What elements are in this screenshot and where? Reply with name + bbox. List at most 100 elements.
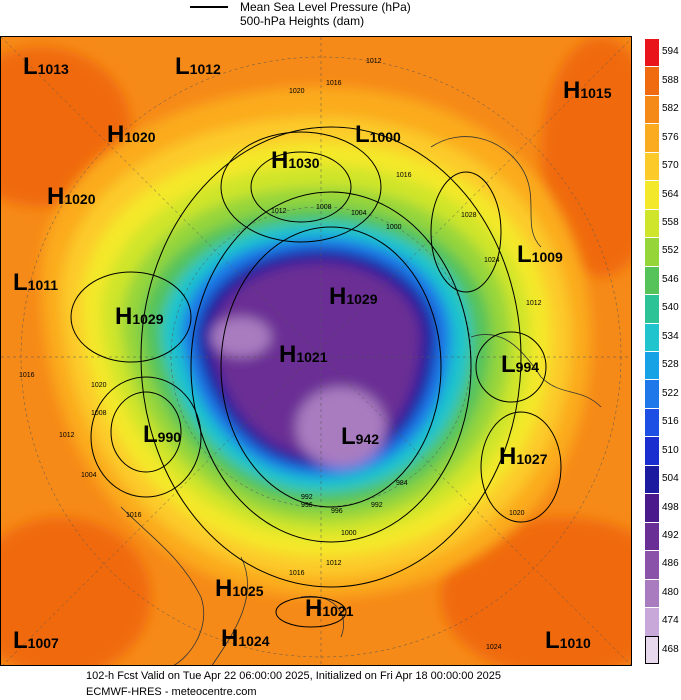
isobar-label: 1020 — [509, 510, 525, 517]
colorbar-level-label: 576 — [662, 131, 679, 143]
isobar-1 — [250, 151, 352, 223]
colorbar-cell — [645, 322, 659, 351]
centre-type: L — [501, 351, 516, 378]
pressure-centre-high: H1029 — [115, 305, 164, 331]
colorbar-cell — [645, 635, 659, 664]
isobar-label: 1024 — [484, 257, 500, 264]
isobar-label: 1016 — [326, 80, 342, 87]
centre-type: H — [305, 595, 323, 622]
isobar-label: 992 — [301, 494, 313, 501]
height-field-588-ne — [541, 37, 631, 277]
forecast-valid-text: 102-h Fcst Valid on Tue Apr 22 06:00:00 … — [86, 670, 502, 682]
pressure-centre-high: H1024 — [221, 627, 270, 653]
height-field-588-se — [441, 517, 631, 665]
pressure-centre-high: H1025 — [215, 577, 264, 603]
colorbar-level-label: 540 — [662, 302, 679, 314]
centre-value: 1013 — [37, 61, 69, 77]
legend-heights-label: 500-hPa Heights (dam) — [240, 14, 365, 28]
isobar-label: 1008 — [91, 410, 107, 417]
isobar-4 — [90, 376, 202, 498]
pressure-centre-low: L1011 — [13, 271, 58, 297]
centre-value: 1020 — [124, 129, 156, 145]
centre-value: 1009 — [531, 249, 563, 265]
isobar-labels: 1012 1016 1020 1016 1012 1008 1004 1000 … — [19, 58, 542, 651]
centre-type: H — [221, 625, 239, 652]
isobar-label: 1012 — [526, 300, 542, 307]
band-480 — [296, 387, 386, 467]
centre-value: 1010 — [559, 635, 591, 651]
isobar-8 — [70, 271, 192, 363]
pressure-centre-low: L942 — [341, 425, 379, 451]
centre-value: 1021 — [296, 349, 328, 365]
legend-line-swatch — [190, 6, 228, 8]
colorbar-level-label: 594 — [662, 46, 679, 58]
colorbar-cell — [645, 493, 659, 522]
centre-type: H — [279, 341, 297, 368]
isobar-label: 1000 — [341, 530, 357, 537]
centre-value: 1024 — [238, 633, 270, 649]
centre-value: 1015 — [580, 85, 612, 101]
pressure-centre-low: L1007 — [13, 629, 59, 655]
colorbar-cell — [645, 578, 659, 608]
coastline-3 — [430, 136, 542, 248]
pressure-centre-low: L1009 — [517, 243, 563, 269]
colorbar-level-label: 468 — [662, 643, 679, 655]
isobar-label: 1004 — [81, 472, 97, 479]
legend-mslp-label: Mean Sea Level Pressure (hPa) — [240, 0, 411, 14]
colorbar-cell — [645, 351, 659, 380]
colorbar-level-label: 522 — [662, 387, 679, 399]
isobar-label: 1016 — [289, 570, 305, 577]
centre-type: H — [215, 575, 233, 602]
isobar-label: 1020 — [91, 382, 107, 389]
colorbar-cell — [645, 550, 659, 579]
pressure-centre-low: L1012 — [175, 55, 221, 81]
isobar-label: 1016 — [396, 172, 412, 179]
pressure-centre-low: L994 — [501, 353, 539, 379]
height-field-588-sw — [1, 517, 151, 665]
centre-type: L — [517, 241, 532, 268]
colorbar-level-label: 474 — [662, 615, 679, 627]
colorbar-level-label: 486 — [662, 558, 679, 570]
pressure-centre-low: L1010 — [545, 629, 591, 655]
isobar-label: 1008 — [316, 204, 332, 211]
centre-value: 1011 — [27, 277, 59, 293]
colorbar-cell — [645, 208, 659, 238]
pressure-centre-high: H1020 — [107, 123, 156, 149]
colorbar-level-label: 570 — [662, 160, 679, 172]
isobar-label: 1024 — [486, 644, 502, 651]
isobar-label: 1012 — [326, 560, 342, 567]
centre-value: 1029 — [132, 311, 164, 327]
colorbar-level-label: 558 — [662, 216, 679, 228]
model-source-text: ECMWF-HRES - meteocentre.com — [86, 686, 257, 698]
graticule-lon-4 — [2, 38, 631, 665]
colorbar-cell — [645, 66, 659, 95]
centre-value: 942 — [355, 431, 380, 447]
colorbar-level-label: 492 — [662, 529, 679, 541]
pressure-centre-high: H1029 — [329, 285, 378, 311]
colorbar-cell — [645, 38, 659, 67]
centre-value: 990 — [157, 429, 182, 445]
centre-type: H — [107, 121, 125, 148]
colorbar-level-label: 510 — [662, 444, 679, 456]
coastline-1 — [120, 506, 205, 665]
centre-type: L — [143, 421, 158, 448]
height-colorbar: 594 588 582 576 570 564 558 552 546 540 534 528 522 5… — [645, 38, 681, 664]
map-legend: Mean Sea Level Pressure (hPa) 500-hPa He… — [190, 0, 490, 34]
centre-type: L — [355, 121, 370, 148]
colorbar-cell — [645, 607, 659, 636]
centre-value: 994 — [515, 359, 540, 375]
centre-value: 1021 — [322, 603, 354, 619]
colorbar-level-label: 588 — [662, 74, 679, 86]
centre-type: L — [545, 627, 560, 654]
centre-type: L — [175, 53, 190, 80]
isobar-label: 1028 — [461, 212, 477, 219]
pressure-centre-high: H1015 — [563, 79, 612, 105]
isobar-6 — [480, 411, 562, 523]
centre-type: L — [341, 423, 356, 450]
centre-value: 1012 — [189, 61, 221, 77]
band-474 — [211, 317, 271, 357]
centre-value: 1027 — [516, 451, 548, 467]
centre-value: 1030 — [288, 155, 320, 171]
centre-type: L — [23, 53, 38, 80]
centre-type: L — [13, 269, 28, 296]
